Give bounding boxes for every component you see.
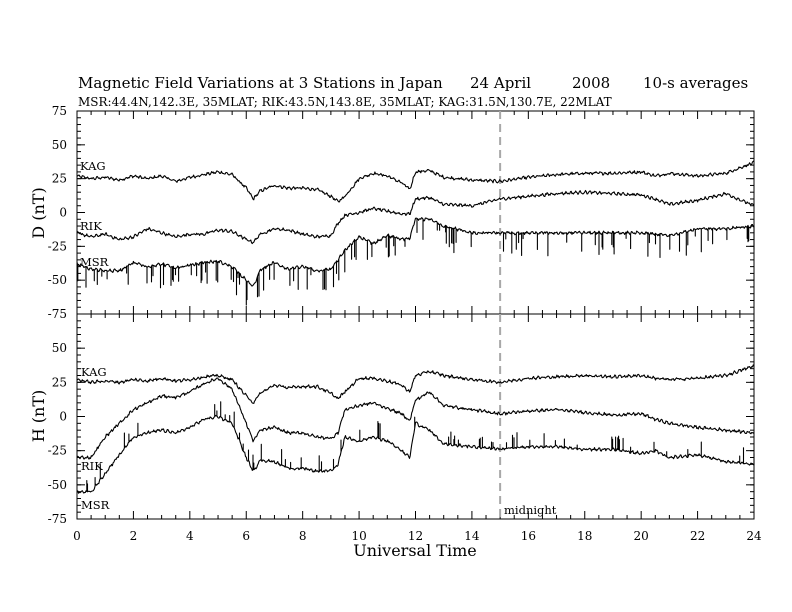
- y-tick-label: -50: [48, 478, 67, 492]
- y-tick-label: 75: [52, 104, 67, 118]
- panel-h-y-ticks: 50 25 0 -25 -50 -75: [48, 313, 754, 526]
- x-tick-label: 20: [634, 529, 649, 543]
- panel-h-series-rik: [76, 377, 755, 460]
- x-tick-label: 8: [299, 529, 307, 543]
- panel-d-y-axis-label: D (nT): [29, 187, 48, 238]
- y-tick-label: 50: [52, 138, 67, 152]
- y-tick-label: -75: [48, 307, 67, 321]
- panel-d-series-rik: [76, 189, 755, 245]
- figure-subtitle: MSR:44.4N,142.3E, 35MLAT; RIK:43.5N,143.…: [78, 95, 612, 109]
- panel-h-frame: [76, 313, 755, 520]
- panel-h-series-msr: [76, 401, 755, 494]
- x-tick-label: 22: [690, 529, 705, 543]
- y-tick-label: 50: [52, 341, 67, 355]
- panel-h-label-kag: KAG: [81, 365, 107, 379]
- figure-date: 24 April: [470, 74, 531, 92]
- panel-h-x-ticks: [76, 314, 755, 519]
- panel-d-x-ticks: [76, 111, 755, 314]
- figure-averaging: 10-s averages: [643, 74, 748, 92]
- panel-h: 50 25 0 -25 -50 -75 KAG RIK MSR H (nT) midnig…: [29, 313, 755, 526]
- panel-d-series-kag: [76, 160, 755, 203]
- y-tick-label: 0: [59, 206, 67, 220]
- x-tick-labels: 0 2 4 6 8 10 12 14 16 18 20 22 24: [73, 529, 762, 543]
- panel-d-series-msr: [76, 217, 755, 306]
- x-tick-label: 18: [577, 529, 592, 543]
- y-tick-label: -25: [48, 444, 67, 458]
- y-tick-label: 25: [52, 375, 67, 389]
- figure-year: 2008: [572, 74, 610, 92]
- x-tick-label: 0: [73, 529, 81, 543]
- panel-d-frame: [76, 110, 755, 315]
- x-tick-label: 12: [408, 529, 423, 543]
- x-tick-label: 24: [746, 529, 762, 543]
- y-tick-label: -50: [48, 273, 67, 287]
- panel-d-label-rik: RIK: [80, 219, 102, 233]
- y-tick-label: -25: [48, 239, 67, 253]
- y-tick-label: 25: [52, 172, 67, 186]
- y-tick-label: 0: [59, 410, 67, 424]
- x-tick-label: 2: [130, 529, 138, 543]
- panel-d-label-msr: MSR: [80, 255, 109, 269]
- panel-h-label-rik: RIK: [81, 459, 103, 473]
- panel-h-label-msr: MSR: [81, 498, 110, 512]
- x-tick-label: 16: [521, 529, 536, 543]
- midnight-label: midnight: [504, 503, 557, 517]
- figure-title: Magnetic Field Variations at 3 Stations …: [78, 74, 443, 92]
- x-tick-label: 6: [242, 529, 250, 543]
- panel-h-series-kag: [76, 364, 755, 404]
- x-axis-label: Universal Time: [353, 541, 476, 560]
- panel-h-y-axis-label: H (nT): [29, 390, 48, 443]
- y-tick-label: -75: [48, 512, 67, 526]
- x-tick-label: 10: [351, 529, 366, 543]
- x-tick-label: 14: [464, 529, 480, 543]
- panel-d-label-kag: KAG: [80, 159, 106, 173]
- panel-d: 75 50 25 0 -25 -50 -75 KAG RIK MSR D (nT): [29, 104, 755, 321]
- x-tick-label: 4: [186, 529, 194, 543]
- panel-d-y-ticks: 75 50 25 0 -25 -50 -75: [48, 104, 754, 321]
